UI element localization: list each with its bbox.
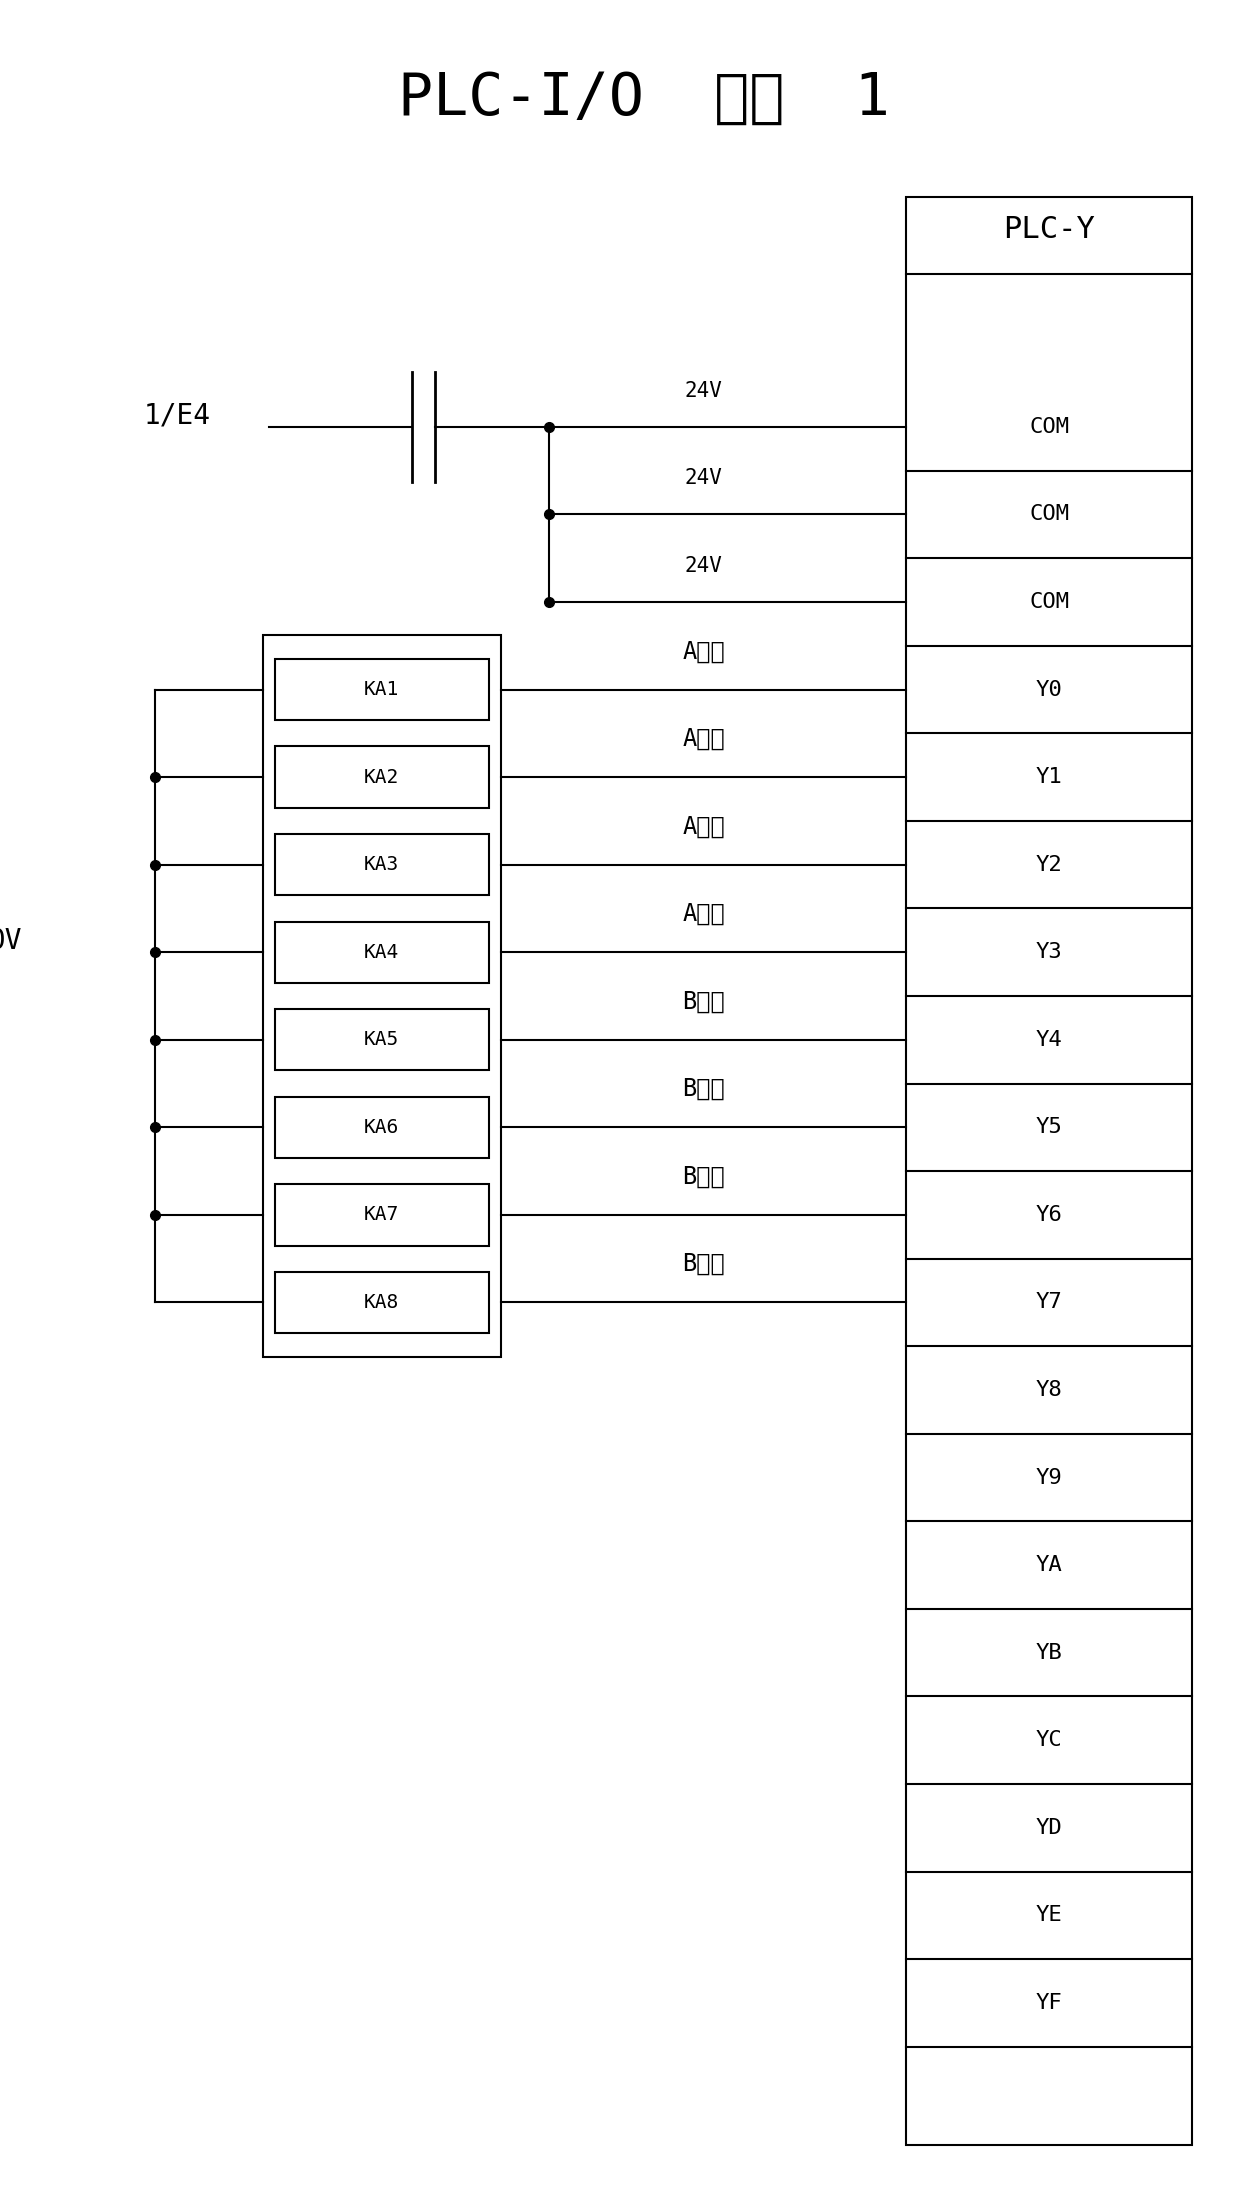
Text: COM: COM xyxy=(1029,591,1069,613)
Text: Y4: Y4 xyxy=(1035,1029,1063,1051)
Text: KA5: KA5 xyxy=(365,1031,399,1049)
FancyBboxPatch shape xyxy=(274,659,489,720)
Text: Y5: Y5 xyxy=(1035,1116,1063,1138)
Text: 24V: 24V xyxy=(684,556,723,576)
Text: Y2: Y2 xyxy=(1035,854,1063,876)
FancyBboxPatch shape xyxy=(274,1009,489,1070)
FancyBboxPatch shape xyxy=(274,1097,489,1158)
Text: 0V: 0V xyxy=(0,928,22,954)
Text: Y1: Y1 xyxy=(1035,766,1063,788)
Text: A复位: A复位 xyxy=(682,902,725,926)
FancyBboxPatch shape xyxy=(274,834,489,895)
FancyBboxPatch shape xyxy=(274,1184,489,1246)
Text: B复位: B复位 xyxy=(682,1252,725,1276)
Text: Y6: Y6 xyxy=(1035,1204,1063,1226)
Text: A上弹: A上弹 xyxy=(682,639,725,663)
Text: KA1: KA1 xyxy=(365,681,399,698)
Text: B退弹: B退弹 xyxy=(682,1077,725,1101)
Text: 24V: 24V xyxy=(684,381,723,401)
Text: YB: YB xyxy=(1035,1642,1063,1664)
Text: 24V: 24V xyxy=(684,468,723,488)
Text: PLC-I/O  输出  1: PLC-I/O 输出 1 xyxy=(398,70,890,127)
Text: Y7: Y7 xyxy=(1035,1292,1063,1313)
Text: Y9: Y9 xyxy=(1035,1467,1063,1489)
Text: KA7: KA7 xyxy=(365,1206,399,1224)
Text: KA4: KA4 xyxy=(365,943,399,961)
Text: Y8: Y8 xyxy=(1035,1379,1063,1401)
Text: KA8: KA8 xyxy=(365,1294,399,1311)
Text: B上弹: B上弹 xyxy=(682,989,725,1014)
Text: PLC-Y: PLC-Y xyxy=(1003,215,1095,245)
Text: B发射: B发射 xyxy=(682,1165,725,1189)
Text: A发射: A发射 xyxy=(682,814,725,838)
Text: YC: YC xyxy=(1035,1729,1063,1751)
FancyBboxPatch shape xyxy=(263,635,501,1357)
Text: KA2: KA2 xyxy=(365,768,399,786)
Text: Y0: Y0 xyxy=(1035,679,1063,700)
FancyBboxPatch shape xyxy=(274,1272,489,1333)
Text: YD: YD xyxy=(1035,1817,1063,1839)
Text: A退弹: A退弹 xyxy=(682,727,725,751)
Text: KA6: KA6 xyxy=(365,1119,399,1136)
FancyBboxPatch shape xyxy=(274,922,489,983)
Text: YF: YF xyxy=(1035,1992,1063,2014)
Text: COM: COM xyxy=(1029,503,1069,525)
Text: YA: YA xyxy=(1035,1554,1063,1576)
Text: YE: YE xyxy=(1035,1904,1063,1926)
Text: Y3: Y3 xyxy=(1035,941,1063,963)
FancyBboxPatch shape xyxy=(906,197,1193,2145)
Text: 1/E4: 1/E4 xyxy=(144,403,211,429)
Text: KA3: KA3 xyxy=(365,856,399,873)
Text: COM: COM xyxy=(1029,416,1069,438)
FancyBboxPatch shape xyxy=(274,746,489,808)
